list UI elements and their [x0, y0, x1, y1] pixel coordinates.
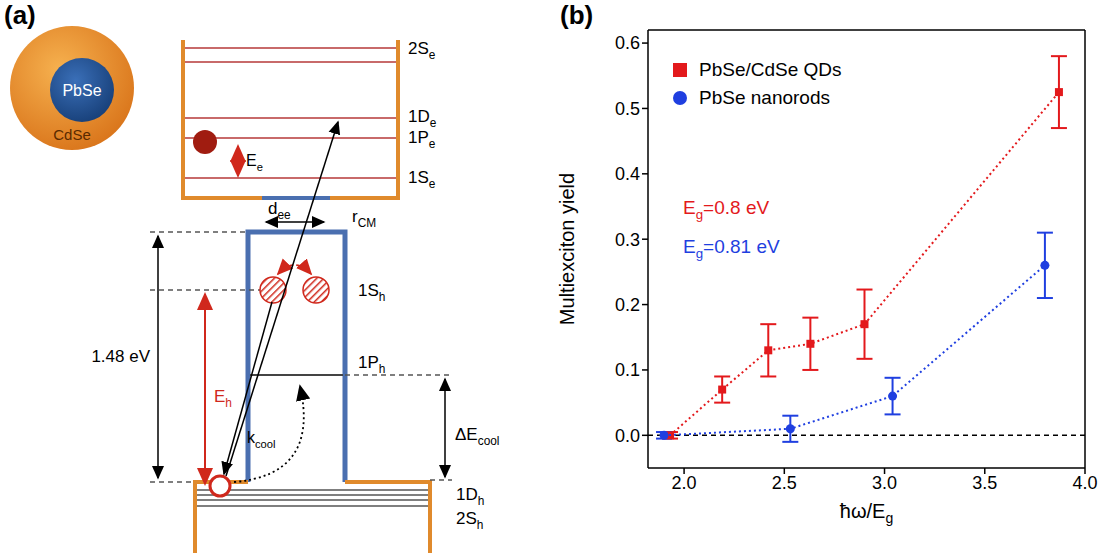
- svg-text:2Sh: 2Sh: [456, 509, 483, 532]
- svg-text:0.4: 0.4: [615, 164, 640, 184]
- svg-text:1Dh: 1Dh: [456, 485, 484, 508]
- html-text:(a): (a): [4, 0, 36, 30]
- svg-text:0.6: 0.6: [615, 33, 640, 53]
- svg-text:Multiexciton yield: Multiexciton yield: [556, 173, 578, 325]
- svg-text:0.2: 0.2: [615, 295, 640, 315]
- html-text:PbSe/CdSe QDs: PbSe/CdSe QDs: [699, 59, 842, 80]
- svg-text:CdSe: CdSe: [53, 126, 91, 143]
- svg-text:0.5: 0.5: [615, 99, 640, 119]
- svg-text:kcool: kcool: [247, 429, 276, 450]
- svg-text:0.0: 0.0: [615, 426, 640, 446]
- svg-text:2.0: 2.0: [672, 473, 697, 493]
- svg-text:0.3: 0.3: [615, 230, 640, 250]
- svg-text:3.0: 3.0: [872, 473, 897, 493]
- svg-text:1Sh: 1Sh: [358, 281, 385, 304]
- svg-text:rCM: rCM: [352, 207, 376, 230]
- svg-text:1Ph: 1Ph: [358, 353, 385, 376]
- html-text:Eg=0.8 eV: Eg=0.8 eV: [683, 197, 770, 222]
- html-text:Eg=0.81 eV: Eg=0.81 eV: [683, 235, 780, 261]
- svg-text:dee: dee: [268, 199, 291, 222]
- svg-text:1Pe: 1Pe: [408, 128, 436, 151]
- svg-text:1.48 eV: 1.48 eV: [91, 347, 150, 366]
- html-text:PbSe nanorods: PbSe nanorods: [699, 87, 830, 108]
- svg-text:1Se: 1Se: [408, 168, 436, 191]
- svg-text:1De: 1De: [408, 107, 437, 130]
- svg-text:4.0: 4.0: [1072, 473, 1097, 493]
- svg-text:ΔEcool: ΔEcool: [455, 425, 500, 448]
- svg-text:Eh: Eh: [214, 387, 232, 410]
- svg-text:2.5: 2.5: [772, 473, 797, 493]
- svg-text:PbSe: PbSe: [62, 82, 101, 99]
- svg-text:Ee: Ee: [246, 152, 263, 173]
- html-text:(b): (b): [560, 0, 594, 30]
- svg-text:2Se: 2Se: [408, 39, 436, 62]
- html-text:ħω/Eg: ħω/Eg: [839, 500, 894, 526]
- svg-text:3.5: 3.5: [972, 473, 997, 493]
- svg-text:0.1: 0.1: [615, 360, 640, 380]
